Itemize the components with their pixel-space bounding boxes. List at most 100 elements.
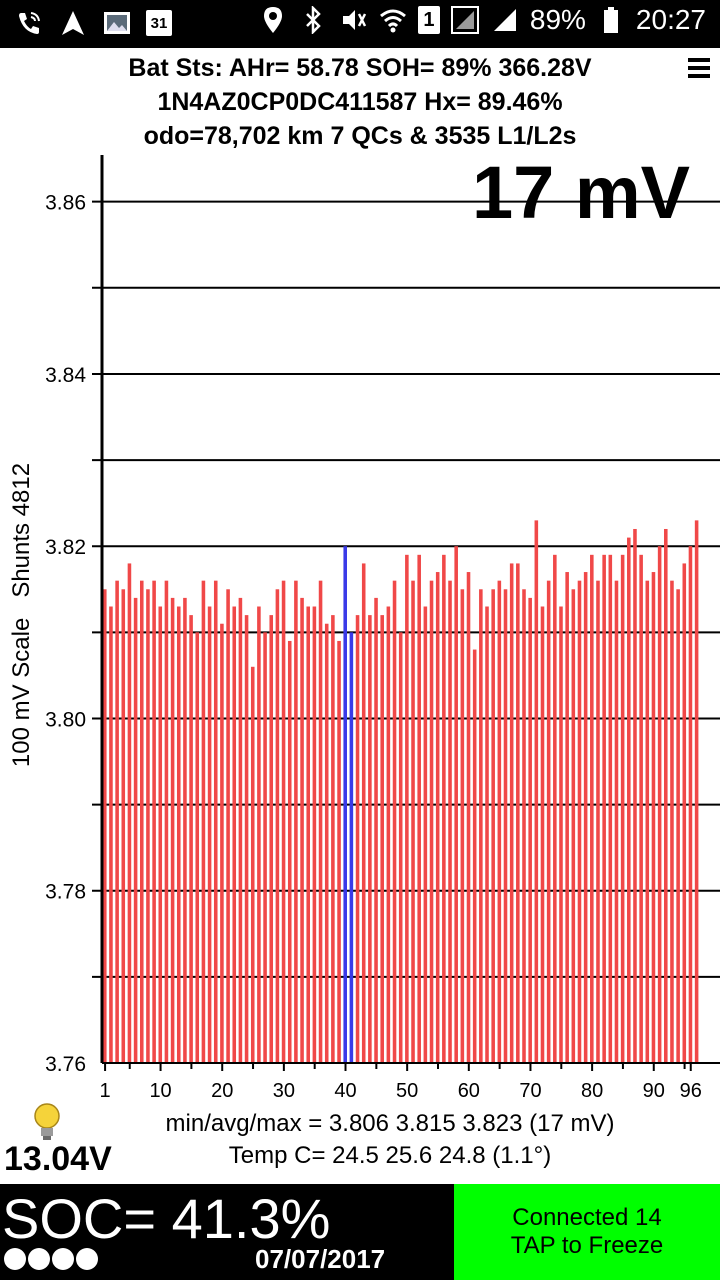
bar-cell-13: [176, 606, 181, 1063]
bar-cell-54: [429, 580, 434, 1063]
bar-cell-75: [559, 606, 563, 1063]
bar-cell-94: [676, 589, 680, 1063]
bar-cell-76: [565, 572, 569, 1063]
bar-cell-82: [602, 554, 606, 1063]
x-tick-label: 90: [643, 1080, 665, 1102]
bar-cell-73: [546, 580, 551, 1063]
bar-cell-34: [306, 606, 311, 1063]
bar-cell-1: [103, 589, 107, 1063]
bar-cell-89: [645, 580, 650, 1063]
bar-cell-87: [633, 528, 637, 1063]
bluetooth-icon: [298, 5, 328, 35]
connection-freeze-button[interactable]: Connected 14 TAP to Freeze: [454, 1184, 720, 1280]
x-tick-label: 50: [396, 1080, 418, 1102]
bar-cell-81: [596, 580, 600, 1063]
bar-cell-80: [590, 554, 594, 1063]
y-axis-label: 100 mV Scale Shunts 4812: [8, 462, 35, 768]
bar-cell-48: [392, 580, 397, 1063]
bar-cell-79: [583, 572, 588, 1063]
bar-cell-93: [670, 580, 674, 1063]
bar-cell-40: [343, 546, 347, 1063]
bar-cell-97: [694, 520, 699, 1063]
mute-vibrate-icon: [338, 5, 368, 35]
connection-status-label: Connected 14: [512, 1204, 662, 1231]
bar-cell-91: [657, 546, 662, 1063]
x-tick-label: 80: [581, 1080, 603, 1102]
bar-cell-43: [361, 563, 366, 1063]
battery-status-line: Bat Sts: AHr= 58.78 SOH= 89% 366.28V: [128, 54, 592, 82]
bar-cell-20: [220, 623, 224, 1063]
y-tick-label: 3.80: [45, 708, 86, 731]
photo-icon: [102, 8, 132, 38]
bar-cell-60: [466, 572, 471, 1063]
cell-voltage-chart[interactable]: 3.76 3.78 3.80 3.82 3.84 3.86 1 10 20 30 40 50 60 70 8…: [0, 150, 720, 1110]
bar-cell-8: [146, 589, 150, 1063]
bar-cell-59: [460, 589, 465, 1063]
x-tick-label: 20: [211, 1080, 233, 1102]
bar-cell-95: [682, 563, 687, 1063]
bar-cell-39: [337, 640, 341, 1063]
battery-icon: [596, 5, 626, 35]
x-tick-label: 70: [519, 1080, 541, 1102]
bar-cell-27: [263, 632, 267, 1063]
bar-cell-58: [454, 546, 458, 1063]
bar-cell-2: [109, 606, 113, 1063]
sim1-badge: 1: [417, 6, 440, 34]
signal-icon-sim1: [450, 5, 480, 35]
x-tick-label: 30: [273, 1080, 295, 1102]
bar-cell-18: [207, 606, 212, 1063]
phone-wifi-icon: [14, 8, 44, 38]
bar-cell-37: [324, 623, 329, 1063]
status-icons-left: 31: [14, 8, 172, 38]
status-dots: [4, 1248, 98, 1270]
x-tick-label: 60: [458, 1080, 480, 1102]
bar-cell-49: [398, 632, 403, 1063]
bar-cell-74: [553, 554, 557, 1063]
bar-cell-12: [170, 597, 175, 1063]
bar-cell-65: [497, 580, 502, 1063]
bar-cell-4: [121, 589, 126, 1063]
bar-cell-77: [571, 589, 576, 1063]
bar-cell-85: [620, 554, 625, 1063]
bar-cell-44: [368, 615, 372, 1063]
bar-cell-83: [608, 554, 613, 1063]
bar-cell-69: [522, 589, 526, 1063]
bar-cell-26: [257, 606, 261, 1063]
bar-cell-86: [627, 537, 631, 1063]
bar-cell-63: [485, 606, 489, 1063]
bar-cell-96: [688, 546, 693, 1063]
bar-cell-41: [349, 632, 354, 1063]
min-avg-max-text: min/avg/max = 3.806 3.815 3.823 (17 mV): [165, 1110, 615, 1137]
y-tick-label: 3.82: [45, 536, 86, 559]
odometer-line: odo=78,702 km 7 QCs & 3535 L1/L2s: [143, 122, 577, 150]
bar-cell-68: [516, 563, 520, 1063]
x-tick-label: 1: [100, 1080, 111, 1102]
bar-cell-28: [269, 615, 274, 1063]
wifi-icon: [378, 5, 408, 35]
bar-cell-7: [139, 580, 144, 1063]
bar-cell-72: [540, 606, 545, 1063]
lightbulb-icon[interactable]: [32, 1102, 62, 1150]
bar-cell-30: [281, 580, 286, 1063]
bar-cell-29: [275, 589, 280, 1063]
aux-battery-voltage: 13.04V: [4, 1140, 112, 1178]
voltage-spread-label: 17 mV: [471, 151, 690, 234]
overflow-menu-icon[interactable]: [688, 58, 710, 82]
bar-cell-88: [639, 554, 643, 1063]
y-tick-label: 3.84: [45, 364, 86, 387]
bar-cell-57: [448, 580, 452, 1063]
bar-cell-32: [294, 580, 298, 1063]
bar-cell-67: [509, 563, 514, 1063]
status-bar: 31 1 89% 20:27: [0, 0, 720, 48]
y-tick-label: 3.78: [45, 881, 86, 904]
bar-cell-61: [472, 649, 477, 1063]
bar-cell-56: [442, 554, 446, 1063]
bar-cell-17: [201, 580, 206, 1063]
battery-percent: 89%: [529, 4, 586, 35]
date-text: 07/07/2017: [255, 1244, 386, 1274]
bar-cell-3: [115, 580, 119, 1063]
bar-cell-10: [158, 606, 163, 1063]
bar-cell-9: [152, 580, 156, 1063]
bar-cell-38: [331, 615, 335, 1063]
navigation-icon: [58, 8, 88, 38]
